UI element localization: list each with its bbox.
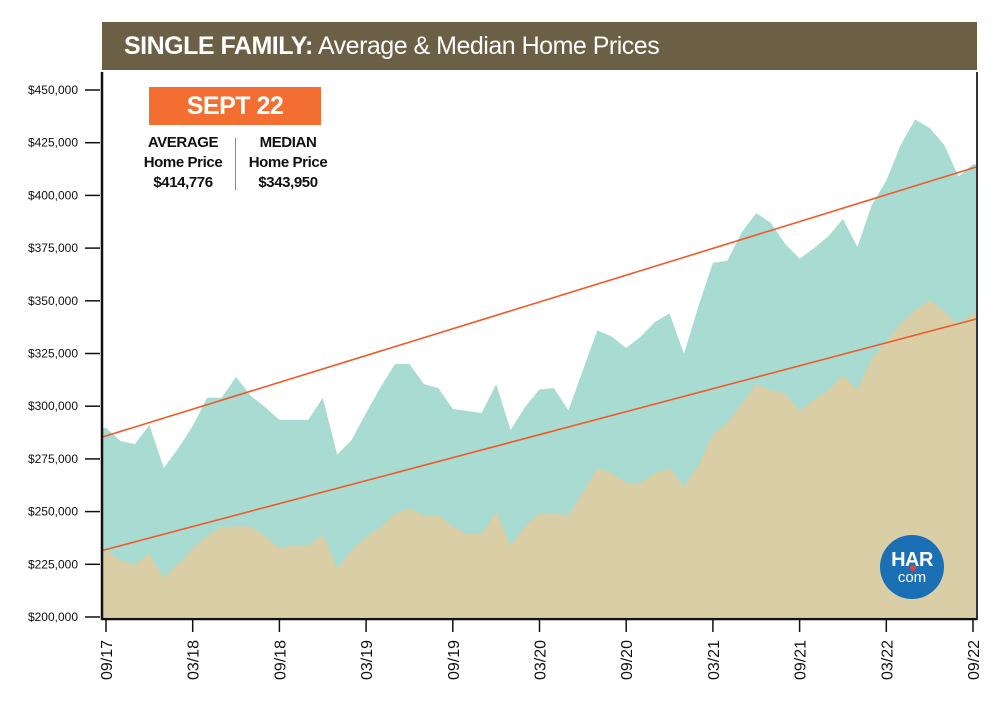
x-tick-label: 09/18 [272,640,289,680]
logo-com-text: com [897,569,927,586]
x-tick-label: 03/20 [533,640,550,680]
average-label: AVERAGE [147,134,219,151]
median-trend-line [101,317,978,552]
logo-har-text: HAR [891,549,933,571]
title-rest: Average & Median Home Prices [317,32,660,60]
x-tick-label: 09/19 [446,640,463,680]
title-bold: SINGLE FAMILY: [124,32,313,60]
x-tick-label: 09/22 [966,640,983,680]
median-sublabel: Home Price [248,154,328,171]
y-tick-label: $275,000 [28,452,78,466]
stat-divider [235,138,236,190]
x-tick-label: 09/17 [99,640,116,680]
y-tick-label: $200,000 [28,610,78,624]
average-sublabel: Home Price [143,154,223,171]
x-tick-label: 03/18 [186,640,203,680]
date-badge: SEPT 22 [149,87,321,125]
logo-dot [910,565,916,571]
median-stat: MEDIAN Home Price $343,950 [238,133,338,193]
har-logo: HAR com [880,535,944,599]
x-tick-label: 03/21 [706,640,723,680]
y-tick-label: $350,000 [28,294,78,308]
median-label: MEDIAN [259,134,317,151]
y-tick-label: $250,000 [28,505,78,519]
chart-title: SINGLE FAMILY: Average & Median Home Pri… [102,22,977,70]
median-value: $343,950 [258,174,318,191]
average-value: $414,776 [153,174,213,191]
y-tick-label: $225,000 [28,557,78,571]
x-tick-label: 03/22 [879,640,896,680]
median-area [102,299,977,617]
x-tick-label: 09/20 [619,640,636,680]
y-tick-label: $400,000 [28,188,78,202]
y-tick-label: $425,000 [28,136,78,150]
y-tick-label: $450,000 [28,83,78,97]
average-trend-line [101,165,978,438]
y-tick-label: $325,000 [28,347,78,361]
x-tick-label: 03/19 [359,640,376,680]
y-tick-label: $300,000 [28,399,78,413]
y-tick-label: $375,000 [28,241,78,255]
average-stat: AVERAGE Home Price $414,776 [133,133,233,193]
x-tick-label: 09/21 [793,640,810,680]
